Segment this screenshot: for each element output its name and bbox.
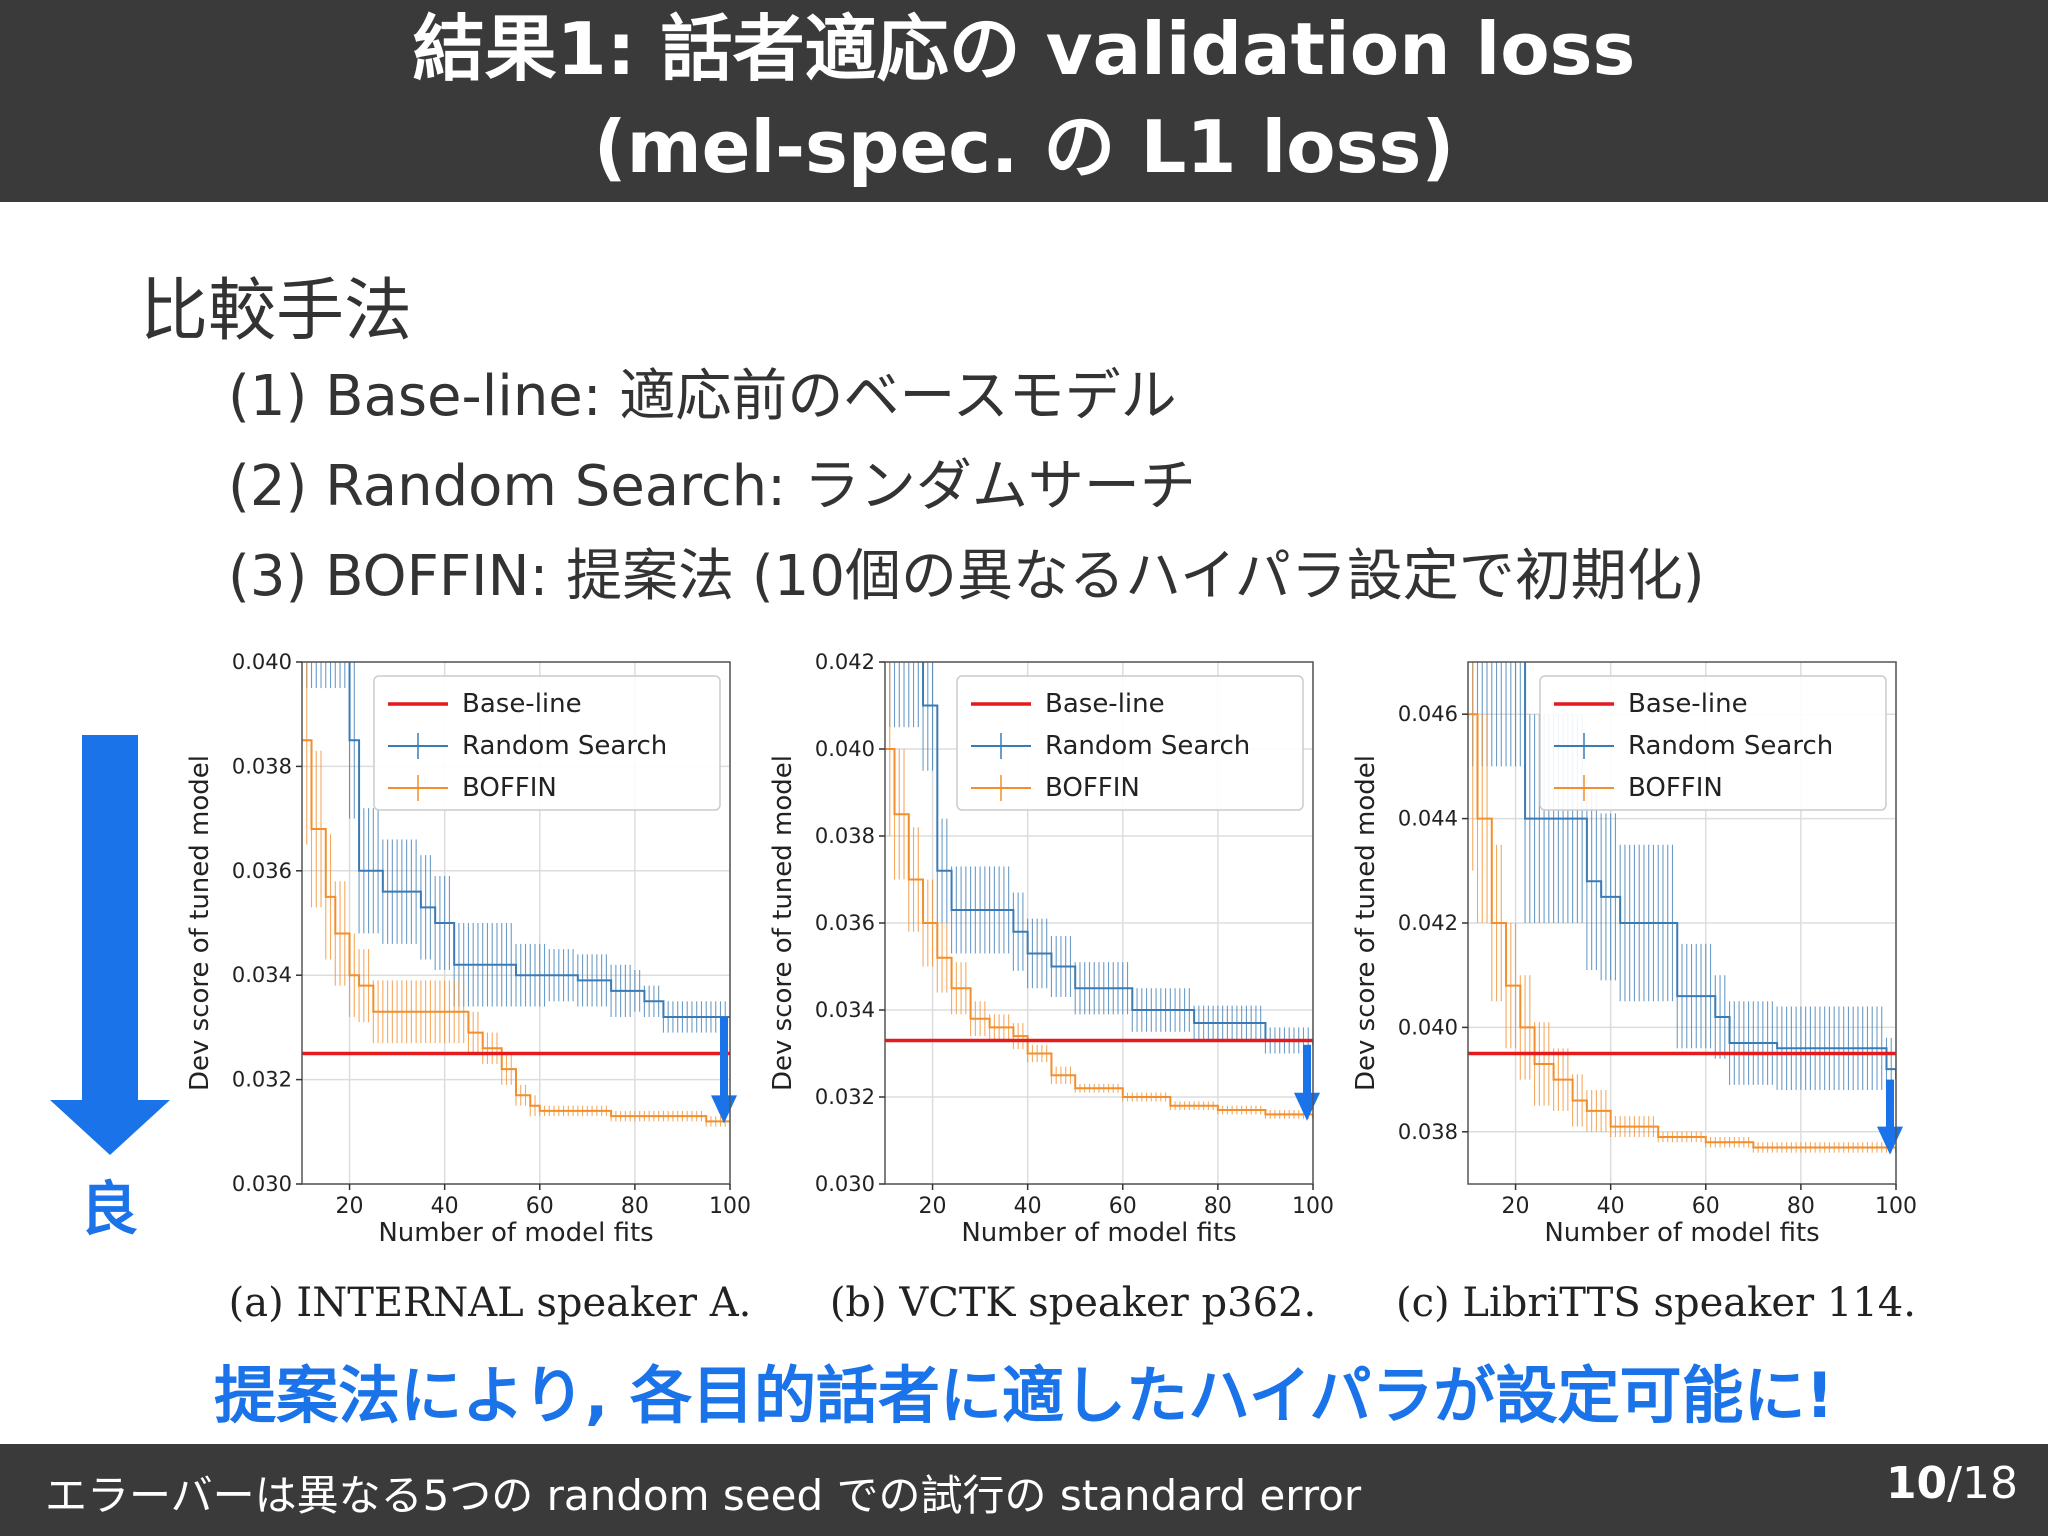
boffin-series xyxy=(302,662,730,1127)
chart-svg-a: 20 40 60 80 100 0.030 0.032 0.034 0.036 0.038 0.04… xyxy=(185,650,751,1248)
random-search-line xyxy=(1524,662,1896,1080)
legend-label-random-search: Random Search xyxy=(1045,731,1250,761)
conclusion-text: 提案法により, 各目的話者に適したハイパラが設定可能に! xyxy=(214,1359,1834,1432)
good-label: 良 xyxy=(80,1175,139,1243)
y-tick-label: 0.032 xyxy=(815,1085,875,1109)
boffin-line xyxy=(302,739,730,1123)
legend-label-baseline: Base-line xyxy=(1628,689,1748,719)
method-item-baseline: (1) Base-line: 適応前のベースモデル xyxy=(228,364,1177,429)
random-search-line xyxy=(922,662,1313,1045)
y-tick-label: 0.034 xyxy=(815,998,875,1022)
slide-header: 結果1: 話者適応の validation loss (mel-spec. の … xyxy=(0,0,2048,202)
x-tick-label: 40 xyxy=(431,1194,459,1219)
x-axis-label: Number of model fits xyxy=(378,1218,653,1248)
legend-label-boffin: BOFFIN xyxy=(1628,773,1723,803)
chart-svg-c: 20 40 60 80 100 0.038 0.040 0.042 0.044 0.046 Numb… xyxy=(1351,661,1917,1248)
y-tick-label: 0.044 xyxy=(1398,807,1458,831)
section-title: 比較手法 xyxy=(140,272,413,351)
legend-label-baseline: Base-line xyxy=(1045,689,1165,719)
legend-label-random-search: Random Search xyxy=(462,731,667,761)
x-tick-label: 100 xyxy=(1292,1194,1334,1219)
y-tick-label: 0.040 xyxy=(232,650,292,674)
x-tick-label: 100 xyxy=(709,1194,751,1219)
boffin-line xyxy=(885,748,1313,1119)
legend-label-random-search: Random Search xyxy=(1628,731,1833,761)
page-number: 10/18 xyxy=(1886,1458,2018,1509)
y-tick-label: 0.046 xyxy=(1398,702,1458,726)
x-tick-label: 20 xyxy=(919,1194,947,1219)
boffin-series xyxy=(885,662,1313,1124)
improvement-arrow-shaft xyxy=(1303,1044,1311,1095)
chart-caption-b: (b) VCTK speaker p362. xyxy=(829,1280,1317,1326)
y-tick-label: 0.036 xyxy=(232,859,292,883)
x-tick-label: 80 xyxy=(1204,1194,1232,1219)
down-arrow-icon xyxy=(50,735,170,1155)
legend-label-boffin: BOFFIN xyxy=(462,773,557,803)
y-tick-label: 0.040 xyxy=(815,737,875,761)
y-tick-label: 0.042 xyxy=(1398,911,1458,935)
legend-label-baseline: Base-line xyxy=(462,689,582,719)
legend-label-boffin: BOFFIN xyxy=(1045,773,1140,803)
y-tick-label: 0.034 xyxy=(232,963,292,987)
improvement-arrow-head xyxy=(711,1095,737,1124)
methods-list: (1) Base-line: 適応前のベースモデル (2) Random Sea… xyxy=(228,352,1705,622)
chart-legend: Base-line Random Search BOFFIN xyxy=(373,675,721,811)
x-tick-label: 20 xyxy=(1502,1194,1530,1219)
x-tick-label: 40 xyxy=(1597,1194,1625,1219)
legend-box xyxy=(956,675,1304,811)
y-tick-label: 0.038 xyxy=(232,754,292,778)
y-axis-label: Dev score of tuned model xyxy=(1351,755,1381,1091)
boffin-series xyxy=(1468,662,1896,1158)
page-total: 18 xyxy=(1962,1458,2018,1509)
x-tick-label: 60 xyxy=(1692,1194,1720,1219)
method-item-random-search: (2) Random Search: ランダムサーチ xyxy=(228,454,1196,519)
x-tick-label: 60 xyxy=(1109,1194,1137,1219)
chart-panel-b: 20 40 60 80 100 0.030 0.032 0.034 0.036 0.038 0.04… xyxy=(753,650,1353,1250)
chart-caption-a: (a) INTERNAL speaker A. xyxy=(228,1280,752,1326)
slide-title-line2: (mel-spec. の L1 loss) xyxy=(593,105,1455,189)
x-axis-label: Number of model fits xyxy=(1544,1218,1819,1248)
chart-caption-c: (c) LibriTTS speaker 114. xyxy=(1396,1280,1916,1326)
y-tick-label: 0.030 xyxy=(815,1172,875,1196)
method-item-boffin: (3) BOFFIN: 提案法 (10個の異なるハイパラ設定で初期化) xyxy=(228,544,1705,609)
chart-svg-b: 20 40 60 80 100 0.030 0.032 0.034 0.036 0.038 0.04… xyxy=(768,650,1334,1248)
chart-panel-c: 20 40 60 80 100 0.038 0.040 0.042 0.044 0.046 Numb… xyxy=(1336,650,1936,1250)
x-tick-label: 60 xyxy=(526,1194,554,1219)
legend-box xyxy=(1539,675,1887,811)
improvement-arrow-shaft xyxy=(720,1016,728,1098)
y-tick-label: 0.036 xyxy=(815,911,875,935)
chart-legend: Base-line Random Search BOFFIN xyxy=(956,675,1304,811)
improvement-arrow-head xyxy=(1294,1092,1320,1121)
legend-box xyxy=(373,675,721,811)
random-search-line xyxy=(348,662,730,1018)
y-tick-label: 0.038 xyxy=(815,824,875,848)
x-tick-label: 40 xyxy=(1014,1194,1042,1219)
slide-footer: エラーバーは異なる5つの random seed での試行の standard … xyxy=(0,1444,2048,1536)
page-current: 10 xyxy=(1885,1458,1948,1509)
y-tick-label: 0.038 xyxy=(1398,1120,1458,1144)
x-tick-label: 20 xyxy=(336,1194,364,1219)
y-axis-label: Dev score of tuned model xyxy=(185,755,215,1091)
y-tick-label: 0.042 xyxy=(815,650,875,674)
x-axis-label: Number of model fits xyxy=(961,1218,1236,1248)
x-tick-label: 80 xyxy=(621,1194,649,1219)
footer-note: エラーバーは異なる5つの random seed での試行の standard … xyxy=(45,1471,1362,1520)
slide-title-line1: 結果1: 話者適応の validation loss xyxy=(412,7,1636,91)
y-tick-label: 0.040 xyxy=(1398,1015,1458,1039)
random-search-series xyxy=(302,662,730,1033)
plot-frame xyxy=(301,661,731,1185)
y-tick-label: 0.032 xyxy=(232,1068,292,1092)
improvement-arrow-shaft xyxy=(1886,1079,1894,1129)
improvement-arrow-head xyxy=(1877,1126,1903,1155)
chart-panel-a: 20 40 60 80 100 0.030 0.032 0.034 0.036 0.038 0.04… xyxy=(170,650,770,1250)
chart-legend: Base-line Random Search BOFFIN xyxy=(1539,675,1887,811)
page-separator: / xyxy=(1947,1458,1962,1509)
x-tick-label: 100 xyxy=(1875,1194,1917,1219)
y-axis-label: Dev score of tuned model xyxy=(768,755,798,1091)
boffin-line xyxy=(1468,713,1896,1153)
y-tick-label: 0.030 xyxy=(232,1172,292,1196)
x-tick-label: 80 xyxy=(1787,1194,1815,1219)
